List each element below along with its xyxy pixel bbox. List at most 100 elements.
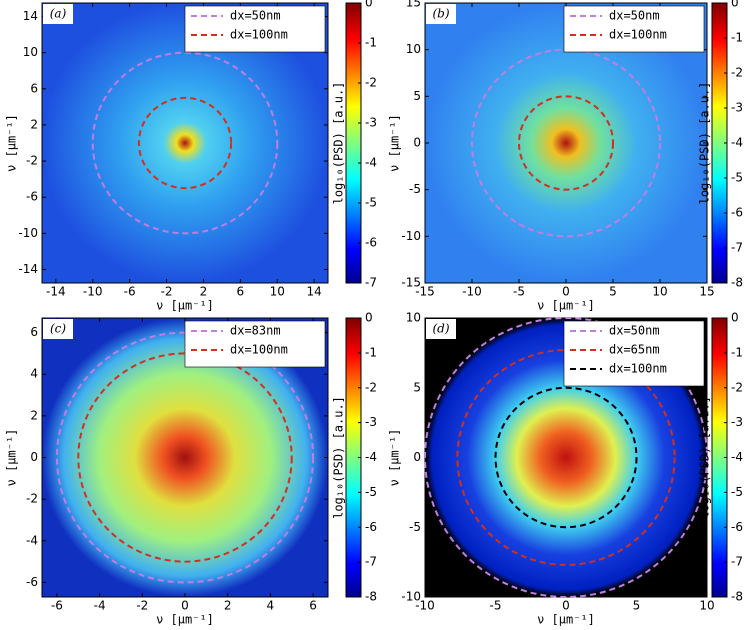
legend-box [563,320,705,387]
legend-box [563,5,705,53]
colorbar-tick-label: 0 [365,0,373,10]
colorbar-tick-label: 0 [731,0,739,10]
colorbar-tick-label: -1 [731,345,743,359]
y-tick-label: 15 [406,0,421,10]
x-tick-label: 2 [224,599,232,613]
cutoff-circle [137,96,233,190]
y-tick-label: -4 [26,533,38,547]
colorbar-tick-label: -4 [365,450,377,464]
legend-label: dx=65nm [609,343,660,357]
colorbar-tick-label: -8 [731,590,743,604]
colorbar-tick-label: 0 [731,311,739,325]
colorbar-tick-label: -1 [365,345,377,359]
colorbar-tick-label: -7 [731,241,743,255]
panel-label-box [43,4,73,24]
y-tick-label: 6 [30,325,38,339]
x-tick-label: 10 [270,285,285,299]
x-tick-label: -5 [513,285,525,299]
panel-label: (b) [432,7,449,21]
y-tick-label: 5 [413,89,421,103]
colorbar-tick-label: -7 [365,276,377,290]
x-tick-label: -10 [462,285,482,299]
colorbar-tick-label: -2 [731,66,743,80]
colorbar-tick-label: -8 [731,276,743,290]
x-tick-label: -6 [51,599,63,613]
cutoff-circle [424,317,708,598]
y-tick-label: -15 [401,276,421,290]
colorbar [345,2,362,284]
y-axis-label: ν [μm⁻¹] [5,114,19,172]
x-tick-label: -14 [46,285,66,299]
colorbar-tick-label: -4 [731,450,743,464]
x-tick-label: 4 [267,599,275,613]
panel-label: (a) [50,7,67,21]
y-tick-label: 10 [406,311,421,325]
colorbar-tick-label: -2 [365,76,377,90]
y-tick-label: -6 [26,575,38,589]
cutoff-circle [91,51,279,235]
x-tick-label: -10 [83,285,103,299]
y-tick-label: 10 [406,42,421,56]
x-tick-label: 2 [200,285,208,299]
panel-label-box [426,319,456,339]
x-axis-label: ν [μm⁻¹] [537,613,595,627]
colorbar-label: log₁₀(PSD) [a.u.] [698,82,712,205]
y-tick-label: 2 [30,408,38,422]
cutoff-circle [494,386,638,529]
x-tick-label: 15 [699,285,714,299]
x-tick-label: 0 [562,285,570,299]
cutoff-circle [456,349,676,566]
legend-box [184,320,326,368]
legend-box [184,5,326,53]
colorbar-label: log₁₀(PSD) [a.u.] [332,396,346,519]
y-axis-label: ν [μm⁻¹] [388,429,402,487]
y-tick-label: -5 [409,520,421,534]
colorbar-tick-label: -3 [365,415,377,429]
x-tick-label: -5 [490,599,502,613]
x-tick-label: 5 [609,285,617,299]
y-axis-label: ν [μm⁻¹] [388,114,402,172]
colorbar-label: log₁₀(PSD) [a.u.] [698,396,712,519]
colorbar-label: log₁₀(PSD) [a.u.] [332,82,346,205]
legend-label: dx=100nm [230,343,288,357]
panel-label-box [43,319,73,339]
y-tick-label: 10 [23,45,38,59]
x-tick-label: -10 [415,599,435,613]
cutoff-circle [77,352,293,563]
y-tick-label: 0 [413,450,421,464]
x-tick-label: -2 [161,285,173,299]
legend-label: dx=100nm [609,28,667,42]
colorbar-tick-label: -5 [365,196,377,210]
x-tick-label: 10 [699,599,714,613]
panel-label-box [426,4,456,24]
x-tick-label: 6 [237,285,245,299]
y-tick-label: 4 [30,367,38,381]
x-tick-label: 14 [307,285,322,299]
x-tick-label: -4 [94,599,106,613]
x-tick-label: -6 [124,285,136,299]
y-tick-label: -10 [18,226,38,240]
y-tick-label: 14 [23,9,38,23]
x-tick-label: 10 [652,285,667,299]
y-tick-label: -10 [401,229,421,243]
colorbar-tick-label: -7 [365,555,377,569]
y-tick-label: 0 [413,136,421,150]
colorbar-tick-label: -5 [731,171,743,185]
legend-label: dx=100nm [609,362,667,376]
y-tick-label: 6 [30,81,38,95]
cutoff-circle [518,95,614,191]
y-tick-label: -6 [26,190,38,204]
y-tick-label: 0 [30,450,38,464]
colorbar-tick-label: -7 [731,555,743,569]
panel-label: (c) [50,322,66,336]
colorbar-tick-label: -6 [365,520,377,534]
x-tick-label: -15 [415,285,435,299]
x-tick-label: 6 [309,599,317,613]
colorbar-tick-label: -4 [365,156,377,170]
colorbar-tick-label: -5 [365,485,377,499]
colorbar-tick-label: -5 [731,485,743,499]
colorbar-tick-label: -2 [365,380,377,394]
x-axis-label: ν [μm⁻¹] [156,613,214,627]
colorbar-tick-label: -4 [731,136,743,150]
